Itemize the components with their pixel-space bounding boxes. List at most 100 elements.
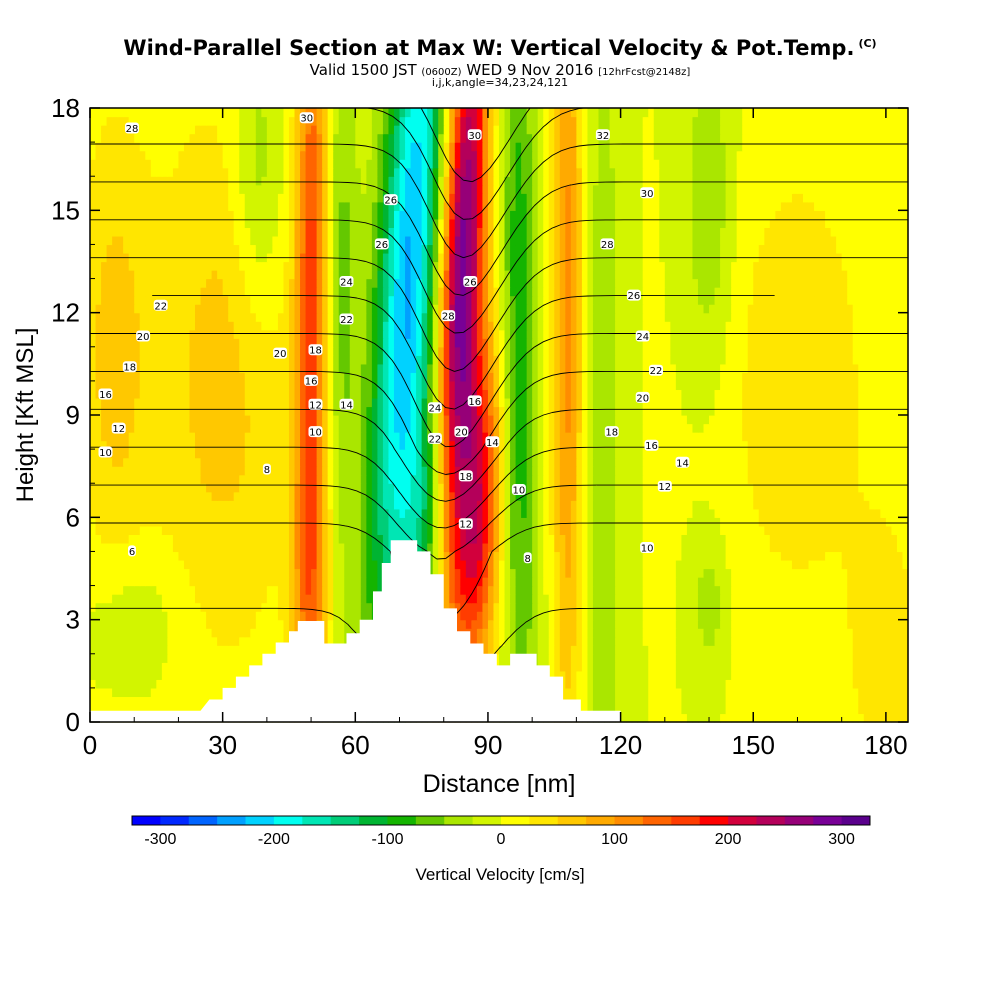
velocity-cell: [581, 449, 589, 459]
velocity-cell: [250, 508, 257, 518]
velocity-cell: [371, 568, 379, 578]
velocity-cell: [720, 594, 727, 604]
velocity-cell: [90, 679, 97, 689]
velocity-cell: [880, 662, 887, 672]
velocity-cell: [874, 696, 881, 706]
velocity-cell: [836, 585, 843, 595]
velocity-cell: [648, 636, 655, 646]
velocity-cell: [543, 457, 550, 467]
velocity-cell: [421, 508, 428, 518]
velocity-cell: [123, 594, 130, 604]
velocity-cell: [697, 687, 705, 698]
velocity-cell: [609, 619, 616, 629]
velocity-cell: [786, 508, 793, 518]
velocity-cell: [869, 662, 876, 672]
velocity-cell: [587, 577, 594, 587]
velocity-cell: [604, 568, 611, 578]
velocity-cell: [786, 679, 793, 689]
velocity-cell: [371, 551, 379, 561]
velocity-cell: [189, 628, 196, 638]
velocity-cell: [432, 508, 439, 518]
velocity-cell: [338, 449, 345, 459]
velocity-cell: [338, 440, 345, 450]
velocity-cell: [642, 449, 649, 459]
velocity-cell: [791, 466, 799, 476]
vertical-velocity-heatmap: [90, 108, 909, 723]
velocity-cell: [244, 670, 251, 680]
velocity-cell: [515, 449, 522, 459]
velocity-cell: [847, 645, 854, 655]
velocity-cell: [664, 457, 671, 467]
velocity-cell: [659, 662, 666, 672]
velocity-cell: [90, 559, 97, 570]
velocity-cell: [322, 559, 329, 570]
velocity-cell: [123, 704, 130, 715]
velocity-cell: [178, 551, 185, 561]
velocity-cell: [559, 508, 566, 518]
velocity-cell: [128, 602, 135, 612]
velocity-cell: [858, 449, 865, 459]
velocity-cell: [515, 619, 522, 629]
velocity-cell: [272, 457, 279, 467]
velocity-cell: [399, 466, 406, 476]
velocity-cell: [797, 696, 804, 706]
velocity-cell: [570, 534, 577, 544]
velocity-cell: [598, 551, 605, 561]
velocity-cell: [183, 619, 191, 629]
velocity-cell: [294, 500, 301, 510]
velocity-cell: [692, 704, 699, 715]
velocity-cell: [659, 449, 666, 459]
velocity-cell: [355, 474, 362, 484]
velocity-cell: [681, 577, 688, 587]
velocity-cell: [858, 653, 865, 663]
velocity-cell: [703, 645, 710, 655]
velocity-cell: [244, 585, 251, 595]
velocity-cell: [852, 602, 859, 612]
velocity-cell: [355, 559, 362, 570]
velocity-cell: [709, 457, 716, 467]
velocity-cell: [786, 653, 793, 663]
velocity-cell: [570, 500, 577, 510]
velocity-cell: [123, 670, 130, 680]
velocity-cell: [217, 457, 224, 467]
velocity-cell: [830, 457, 837, 467]
velocity-cell: [521, 440, 528, 450]
velocity-cell: [438, 483, 445, 493]
velocity-cell: [261, 483, 268, 493]
velocity-cell: [648, 551, 655, 561]
velocity-cell: [471, 466, 478, 476]
velocity-cell: [112, 542, 119, 553]
velocity-cell: [178, 696, 185, 706]
velocity-cell: [819, 594, 826, 604]
velocity-cell: [714, 645, 721, 655]
velocity-cell: [95, 687, 102, 698]
velocity-cell: [255, 602, 262, 612]
velocity-cell: [637, 508, 644, 518]
velocity-cell: [106, 551, 113, 561]
velocity-cell: [731, 551, 738, 561]
velocity-cell: [405, 525, 412, 535]
velocity-cell: [366, 432, 373, 442]
velocity-cell: [697, 696, 705, 706]
velocity-cell: [471, 525, 478, 535]
velocity-cell: [620, 670, 627, 680]
velocity-cell: [206, 517, 213, 527]
velocity-cell: [156, 696, 163, 706]
velocity-cell: [830, 670, 837, 680]
velocity-cell: [714, 611, 721, 621]
velocity-cell: [250, 628, 257, 638]
velocity-cell: [576, 577, 583, 587]
velocity-cell: [112, 466, 119, 476]
velocity-cell: [675, 602, 682, 612]
velocity-cell: [90, 534, 97, 544]
velocity-cell: [206, 432, 213, 442]
velocity-cell: [802, 449, 810, 459]
velocity-cell: [681, 585, 688, 595]
velocity-cell: [604, 440, 611, 450]
velocity-cell: [736, 508, 743, 518]
velocity-cell: [521, 500, 528, 510]
velocity-cell: [393, 508, 401, 518]
velocity-cell: [554, 449, 561, 459]
velocity-cell: [615, 662, 622, 672]
velocity-cell: [106, 500, 113, 510]
